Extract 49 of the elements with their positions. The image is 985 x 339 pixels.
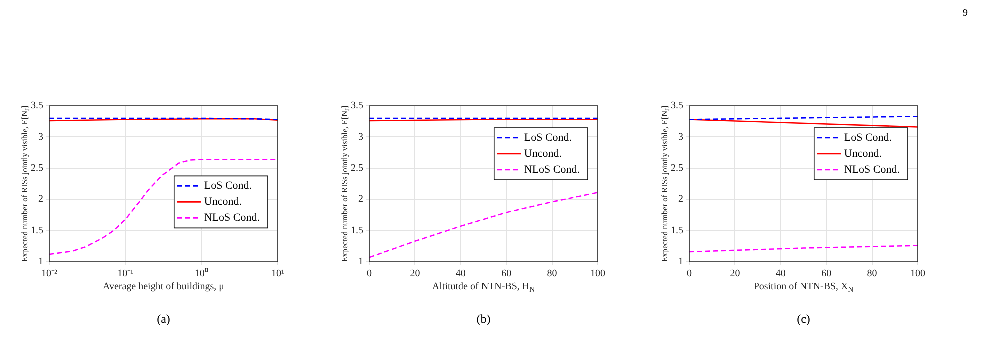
text: (c)	[797, 312, 810, 326]
text: (a)	[157, 312, 170, 326]
x-tick-label: 10⁰	[194, 268, 209, 280]
legend-label: Uncond.	[524, 148, 562, 160]
x-tick-label: 10¹	[272, 268, 284, 280]
y-tick-label: 1	[38, 256, 44, 268]
x-tick-label: 80	[547, 268, 558, 280]
x-tick-label: 60	[822, 268, 832, 280]
y-tick-label: 1	[358, 256, 364, 268]
y-tick-label: 1.5	[351, 225, 364, 236]
x-tick-label: 100	[590, 268, 606, 280]
x-tick-label: 10⁻¹	[118, 268, 134, 280]
text: 9	[963, 8, 968, 19]
x-tick-label: 40	[776, 268, 786, 280]
y-tick-label: 2	[678, 194, 684, 206]
y-tick-label: 3	[678, 132, 684, 143]
legend-label: LoS Cond.	[844, 132, 892, 144]
x-tick-label: 0	[687, 268, 692, 280]
y-tick-label: 2.5	[31, 163, 44, 174]
line-series	[370, 192, 598, 258]
x-tick-label: 10⁻²	[42, 268, 58, 280]
y-tick-label: 3.5	[351, 100, 364, 112]
x-axis-title: Average height of buildings, μ	[102, 282, 225, 293]
y-tick-label: 3	[358, 132, 364, 143]
legend-label: NLoS Cond.	[204, 212, 260, 224]
y-tick-label: 1.5	[31, 225, 44, 236]
x-tick-label: 80	[867, 268, 878, 280]
y-tick-label: 3.5	[671, 100, 684, 112]
y-tick-label: 1	[678, 256, 684, 268]
legend-label: Uncond.	[844, 148, 882, 160]
x-tick-label: 0	[367, 268, 372, 280]
legend-label: NLoS Cond.	[844, 164, 900, 176]
legend-label: LoS Cond.	[524, 132, 572, 144]
y-tick-label: 2.5	[351, 163, 364, 174]
y-tick-label: 2	[358, 194, 364, 206]
y-tick-label: 1.5	[671, 225, 684, 236]
legend-label: LoS Cond.	[204, 180, 252, 192]
text: (b)	[476, 312, 491, 326]
legend-label: NLoS Cond.	[524, 164, 580, 176]
x-tick-label: 20	[410, 268, 420, 280]
x-tick-label: 40	[456, 268, 466, 280]
legend-label: Uncond.	[204, 196, 242, 208]
x-tick-label: 100	[910, 268, 926, 280]
y-tick-label: 3	[38, 132, 44, 143]
y-tick-label: 2	[38, 194, 44, 206]
y-tick-label: 2.5	[671, 163, 684, 174]
x-tick-label: 20	[730, 268, 740, 280]
y-tick-label: 3.5	[31, 100, 44, 112]
x-tick-label: 60	[502, 268, 512, 280]
